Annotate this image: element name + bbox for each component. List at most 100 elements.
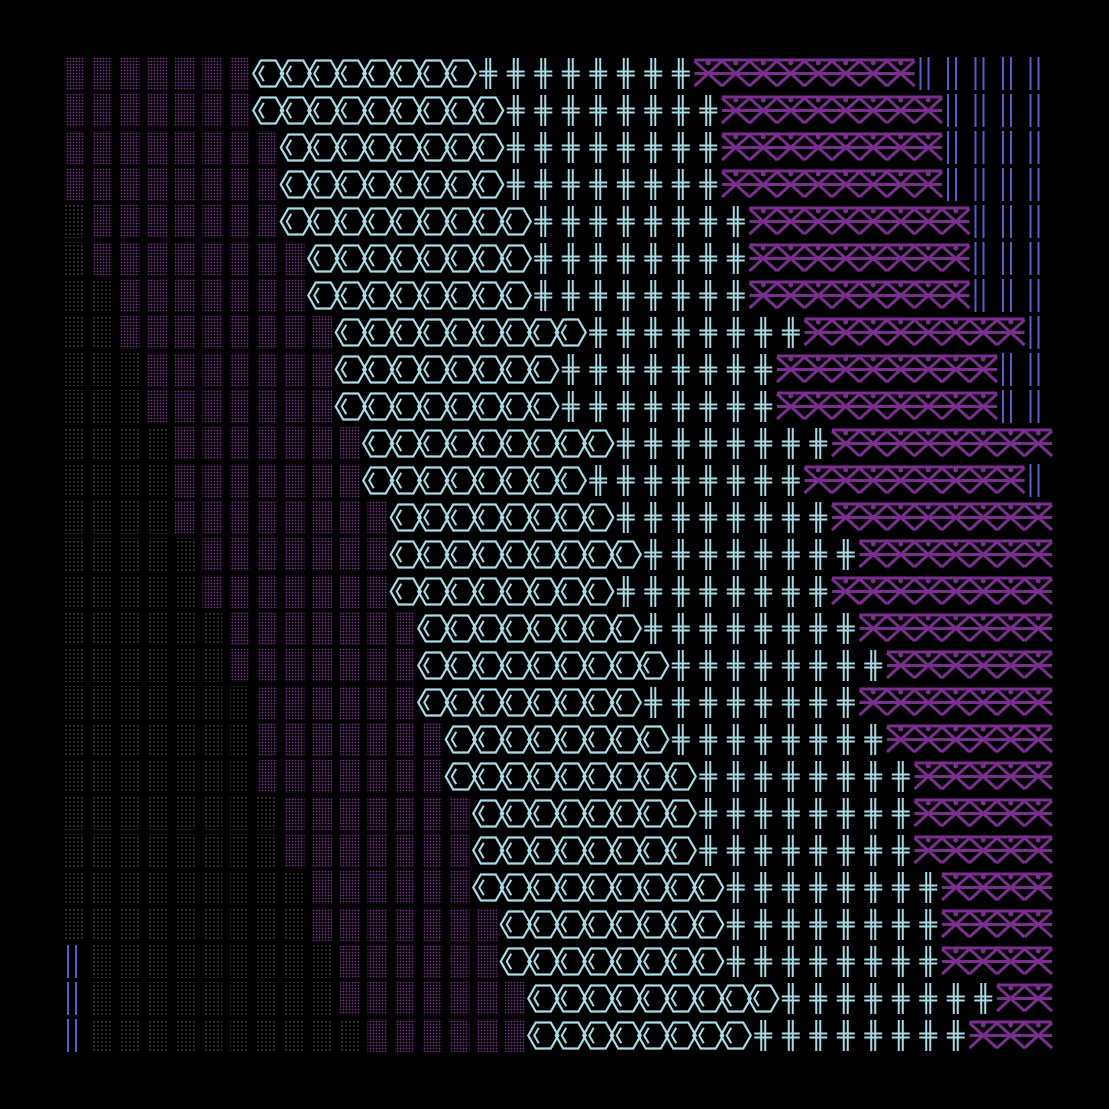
weave [940,576,971,606]
dense-dots [367,612,387,645]
hexagon-inner [615,953,623,970]
vertical-lines [1002,205,1012,238]
cross [809,613,828,644]
hexagon-inner [588,805,595,822]
cross [671,502,690,533]
cross [699,687,718,718]
dense-dots [257,612,277,645]
hexagon-inner [643,916,650,933]
dense-dots [422,908,442,941]
weave-dot [980,948,986,954]
hexagon [471,836,505,865]
hexagon-inner [285,176,293,193]
cross [616,58,635,89]
cross [919,946,938,977]
hexagon-inner [643,731,650,748]
cross [864,798,883,829]
hexagon [499,281,533,310]
weave [1023,687,1054,717]
cross [809,539,828,570]
cross [781,798,800,829]
weave [803,169,834,199]
sparse-dots [230,945,250,978]
sparse-dots [230,760,250,793]
dense-dots [367,871,387,904]
hexagon-inner [588,435,595,452]
sparse-dots [202,723,222,756]
cross [644,465,663,496]
sparse-dots [175,871,195,904]
dense-dots [395,1019,415,1052]
hexagon [554,429,588,458]
weave [858,428,889,458]
weave-dot [843,467,849,473]
weave [885,317,916,347]
hexagon-inner [670,768,678,785]
weave-dot [1008,652,1014,658]
hexagon-inner [505,620,513,637]
hexagon [471,540,505,569]
hexagon [609,836,643,865]
hexagon [526,540,560,569]
hexagon-inner [395,509,403,526]
dense-dots [367,982,387,1015]
weave-dot [953,689,959,695]
cross [781,946,800,977]
sparse-dots [202,612,222,645]
hexagon-inner [368,213,375,230]
dense-dots [175,205,195,238]
cross [891,946,910,977]
cross [534,280,553,311]
cross [726,317,745,348]
weave-dot [733,60,739,66]
dense-dots [120,242,140,275]
cross [699,650,718,681]
sparse-dots [120,723,140,756]
hexagon [636,984,670,1013]
sparse-dots [147,945,167,978]
weave-dot [843,245,849,251]
hexagon-inner [423,287,430,304]
weave-dot [870,60,876,66]
hexagon-inner [505,250,513,267]
sparse-dots [120,871,140,904]
dense-dots [340,908,360,941]
cross [726,872,745,903]
weave [885,354,916,384]
hexagon [361,244,395,273]
weave [858,206,889,236]
weave-dot [760,245,766,251]
cross [644,539,663,570]
weave [913,354,944,384]
hexagon [416,207,450,236]
cross [836,798,855,829]
hexagon-inner [505,805,513,822]
hexagon-inner [615,768,623,785]
hexagon-inner [395,213,403,230]
cross [754,946,773,977]
hexagon-inner [505,879,513,896]
cross [644,206,663,237]
hexagon-inner [698,879,705,896]
weave [968,354,999,384]
cross [754,354,773,385]
hexagon [526,725,560,754]
hexagon-inner [285,213,293,230]
weave-dot [925,504,931,510]
dense-dots [92,205,112,238]
hexagon [334,59,368,88]
vertical-lines [947,94,957,127]
hexagon [416,577,450,606]
hexagon [444,540,478,569]
weave-dot [953,430,959,436]
cross [616,280,635,311]
hexagon [444,614,478,643]
weave-dot [925,393,931,399]
dense-dots [340,945,360,978]
hexagon [389,503,423,532]
hexagon-inner [505,657,513,674]
sparse-dots [230,982,250,1015]
cross [644,243,663,274]
weave [940,354,971,384]
hexagon-inner [588,879,595,896]
